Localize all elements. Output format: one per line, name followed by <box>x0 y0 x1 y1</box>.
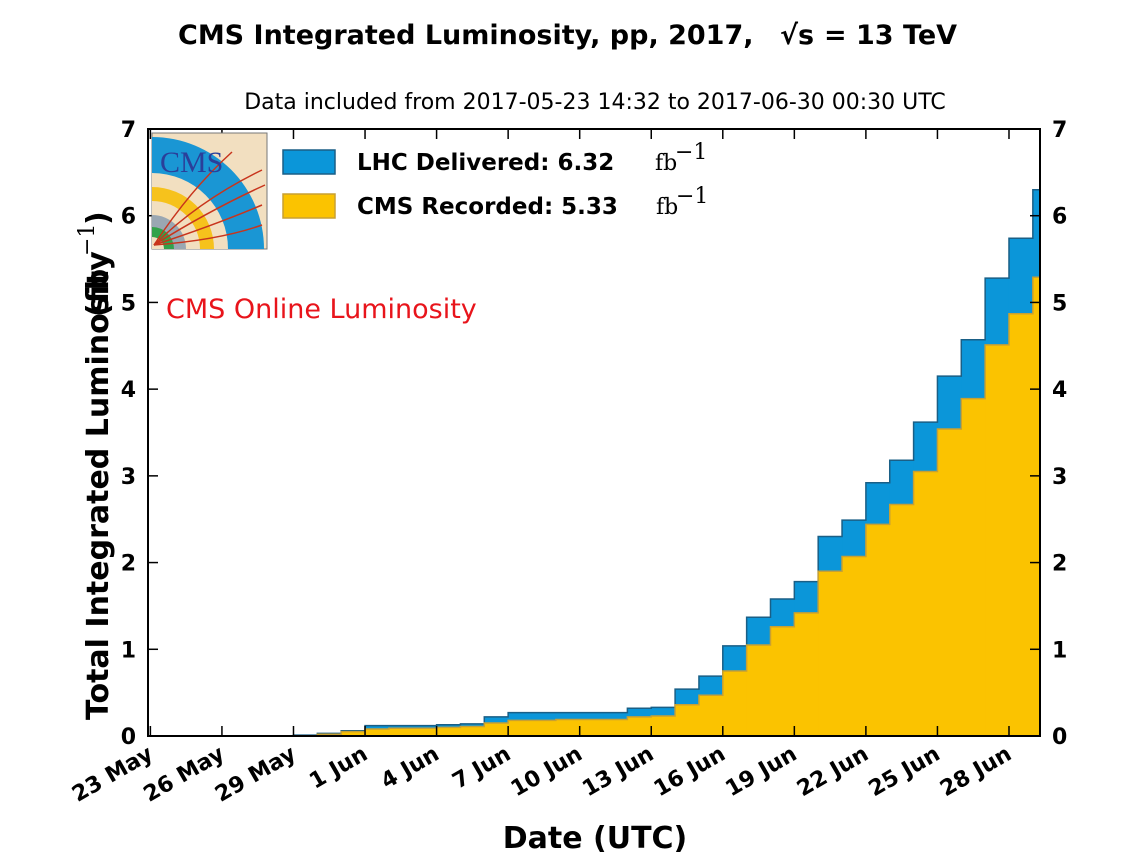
bar-recorded-day-25 <box>746 644 772 736</box>
x-tick-label: 29 May <box>211 742 300 808</box>
legend: LHC Delivered: 6.32 fb −1 CMS Recorded: … <box>282 140 708 220</box>
y-tick-label-right-0: 0 <box>1052 725 1067 750</box>
annotation-online-luminosity: CMS Online Luminosity <box>166 294 477 325</box>
x-tick-label: 28 Jun <box>936 742 1016 803</box>
chart-title-sqrt: √s <box>780 20 814 51</box>
x-tick-label: 4 Jun <box>377 742 444 795</box>
x-tick-label: 23 May <box>68 742 157 808</box>
y-tick-label-left-4: 4 <box>121 378 136 403</box>
bar-recorded-day-28 <box>818 571 843 736</box>
svg-text:CMS: CMS <box>160 146 223 179</box>
y-tick-label-right-1: 1 <box>1052 638 1067 663</box>
bar-recorded-day-30 <box>865 524 891 736</box>
bar-recorded-day-32 <box>913 471 939 736</box>
y-axis-unit-close: ) <box>81 211 116 225</box>
y-tick-label-right-6: 6 <box>1052 205 1067 230</box>
y-tick-label-left-7: 7 <box>121 118 136 143</box>
bar-recorded-day-14 <box>484 722 509 736</box>
bar-recorded-day-22 <box>675 704 700 736</box>
bar-recorded-day-16 <box>531 720 557 736</box>
y-tick-label-left-6: 6 <box>121 205 136 230</box>
bar-recorded-day-10 <box>388 728 414 736</box>
outline-recorded <box>150 276 1040 737</box>
y-tick-label-left-2: 2 <box>121 552 136 577</box>
bar-recorded-day-37 <box>1032 277 1041 736</box>
y-tick-label-left-0: 0 <box>121 725 136 750</box>
x-tick-label: 1 Jun <box>305 742 372 795</box>
bar-recorded-day-33 <box>937 429 962 736</box>
bar-recorded-day-24 <box>722 670 748 736</box>
legend-unit-recorded: fb <box>656 195 678 220</box>
bar-recorded-day-36 <box>1008 313 1034 736</box>
x-tick-label: 10 Jun <box>507 742 587 803</box>
y-tick-label-left-5: 5 <box>121 291 136 316</box>
chart-title-energy: = 13 TeV <box>824 20 957 51</box>
legend-swatch-delivered <box>282 149 336 175</box>
chart-subtitle: Data included from 2017-05-23 14:32 to 2… <box>244 90 946 115</box>
bar-recorded-day-34 <box>961 398 986 736</box>
bar-recorded-day-15 <box>508 720 533 736</box>
y-tick-label-right-3: 3 <box>1052 465 1067 490</box>
legend-unit-exp-recorded: −1 <box>676 184 708 209</box>
x-tick-label: 22 Jun <box>793 742 873 803</box>
x-axis-label: Date (UTC) <box>503 821 688 856</box>
bar-recorded-day-8 <box>341 731 366 736</box>
y-tick-label-right-5: 5 <box>1052 291 1067 316</box>
x-tick-label: 19 Jun <box>721 742 801 803</box>
y-tick-label-right-2: 2 <box>1052 552 1067 577</box>
y-tick-label-right-4: 4 <box>1052 378 1067 403</box>
y-tick-label-right-7: 7 <box>1052 118 1067 143</box>
y-axis-left: 0 1 2 3 4 5 6 7 <box>121 118 158 750</box>
plot-frame <box>147 128 1041 737</box>
bar-recorded-day-21 <box>651 716 676 736</box>
y-axis-unit: (fb <box>81 269 116 317</box>
legend-label-recorded: CMS Recorded: 5.33 <box>357 194 618 220</box>
bar-recorded-day-11 <box>412 728 438 736</box>
y-tick-label-left-1: 1 <box>121 638 136 663</box>
bar-recorded-day-9 <box>365 729 390 736</box>
x-tick-label: 13 Jun <box>578 742 658 803</box>
bar-recorded-day-19 <box>603 719 628 736</box>
y-axis-right: 0 1 2 3 4 5 6 7 <box>1030 118 1067 750</box>
legend-label-delivered: LHC Delivered: 6.32 <box>357 150 614 176</box>
cms-logo: CMS <box>151 132 268 250</box>
bar-recorded-day-18 <box>579 719 605 736</box>
x-tick-label: 16 Jun <box>650 742 730 803</box>
bar-recorded-day-35 <box>985 344 1010 736</box>
legend-unit-delivered: fb <box>655 151 677 176</box>
bar-recorded-day-27 <box>794 612 819 736</box>
bar-recorded-day-13 <box>460 726 485 736</box>
bar-recorded-day-17 <box>555 719 581 736</box>
bar-recorded-day-20 <box>627 716 652 736</box>
bar-recorded-day-31 <box>889 504 915 736</box>
x-tick-label: 26 May <box>140 742 229 808</box>
y-axis-label-group: Total Integrated Luminosity (fb −1 ) <box>75 211 116 720</box>
bar-recorded-day-29 <box>842 556 867 736</box>
chart-title: CMS Integrated Luminosity, pp, 2017, <box>178 20 754 51</box>
bar-recorded-day-26 <box>770 626 795 736</box>
y-axis-unit-exp: −1 <box>75 224 100 256</box>
y-axis-label: Total Integrated Luminosity <box>81 251 116 720</box>
bar-recorded-day-12 <box>436 727 462 736</box>
x-tick-label: 25 Jun <box>865 742 945 803</box>
y-tick-label-left-3: 3 <box>121 465 136 490</box>
legend-swatch-recorded <box>282 193 336 219</box>
legend-unit-exp-delivered: −1 <box>675 140 707 165</box>
series-cms-recorded <box>150 276 1041 737</box>
x-tick-label: 7 Jun <box>449 742 516 795</box>
bar-recorded-day-23 <box>698 695 724 736</box>
